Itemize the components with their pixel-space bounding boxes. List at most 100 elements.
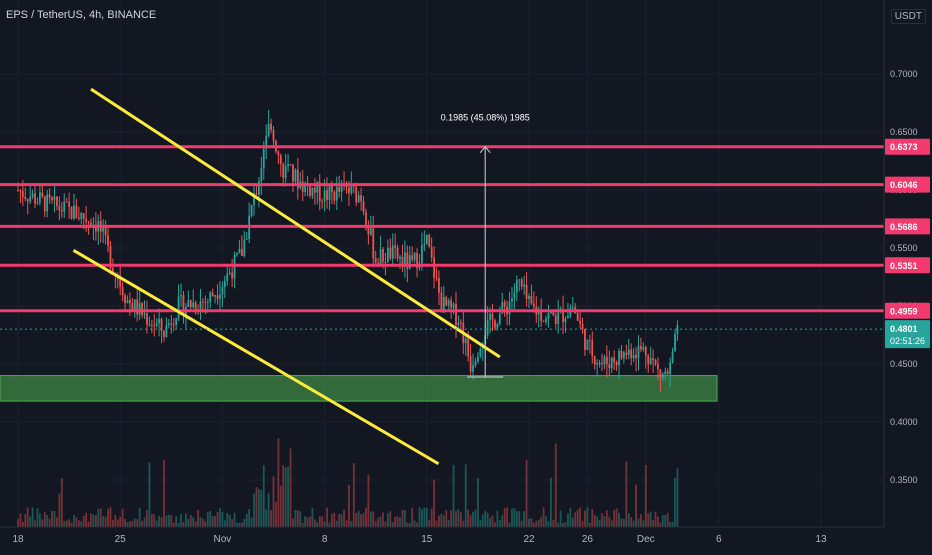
volume-bar [394, 516, 397, 527]
candle-body [357, 195, 360, 203]
candle-body [586, 340, 589, 350]
volume-bar [306, 517, 309, 527]
channel-line-lower[interactable] [72, 249, 440, 466]
volume-bar [265, 509, 268, 527]
volume-bar [498, 520, 501, 527]
channel-line-upper[interactable] [90, 87, 501, 359]
candle-body [593, 356, 596, 365]
volume-bar [250, 517, 253, 527]
price-tick-label: 0.3500 [890, 475, 918, 485]
candle-body [567, 315, 569, 319]
volume-bar [87, 521, 90, 527]
volume-bar [82, 515, 85, 527]
volume-bar [474, 509, 477, 527]
candle-body [494, 320, 496, 328]
volume-bar [442, 515, 445, 527]
currency-badge[interactable]: USDT [890, 9, 926, 24]
volume-bar [642, 520, 645, 527]
volume-bar [503, 508, 506, 527]
volume-bar [406, 522, 409, 527]
volume-bar [384, 521, 387, 527]
candle-body [41, 192, 44, 197]
candle-body [401, 256, 404, 266]
candle-body [554, 315, 557, 324]
candle-body [348, 187, 350, 193]
volume-bar [309, 516, 311, 527]
candle-body [450, 300, 453, 308]
volume-bar [270, 510, 272, 527]
volume-bar [21, 521, 24, 527]
candle-body [292, 164, 294, 182]
current-price-tag[interactable] [885, 320, 930, 349]
volume-bar [357, 510, 360, 527]
candle-body [206, 301, 209, 303]
volume-bar [301, 522, 304, 527]
volume-bar [659, 522, 662, 527]
volume-bar [138, 507, 141, 527]
symbol-title[interactable]: EPS / TetherUS, 4h, BINANCE [6, 9, 157, 21]
candle-body [550, 311, 552, 314]
volume-bar [644, 464, 647, 527]
volume-bar [304, 516, 307, 527]
volume-bar [41, 519, 44, 527]
level-price-tag[interactable] [885, 218, 930, 235]
candle-body [496, 324, 499, 328]
volume-bar [457, 508, 460, 527]
candle-body [625, 352, 628, 356]
volume-bar [413, 520, 416, 527]
volume-bar [240, 522, 243, 527]
volume-bar [362, 513, 365, 527]
volume-bar [102, 515, 105, 527]
volume-bar [661, 515, 664, 527]
volume-bar [649, 511, 652, 527]
candle-body [267, 123, 270, 137]
volume-bar [379, 516, 382, 527]
candle-body [503, 302, 506, 307]
volume-bar [455, 510, 457, 527]
candle-body [486, 319, 489, 336]
volume-bar [126, 522, 129, 527]
volume-bar [464, 464, 467, 527]
candle-body [192, 302, 195, 308]
volume-bar [343, 509, 345, 527]
volume-bar [372, 511, 375, 527]
volume-bar [586, 507, 589, 527]
volume-bar [331, 513, 333, 527]
measure-arrow-icon [479, 145, 491, 154]
candle-body [258, 181, 260, 195]
candle-body [406, 252, 409, 269]
candle-body [382, 249, 384, 262]
candle-body [399, 256, 401, 259]
support-zone[interactable] [0, 375, 718, 402]
volume-bar [603, 515, 606, 527]
candle-body [158, 318, 161, 324]
volume-bar [421, 509, 423, 527]
volume-bar [537, 519, 540, 527]
candle-body [209, 292, 212, 302]
candle-body [608, 364, 611, 369]
volume-bar [321, 516, 324, 527]
candle-body [642, 347, 645, 350]
volume-bar [545, 516, 547, 527]
level-price-tag[interactable] [885, 302, 930, 319]
volume-bar [652, 520, 654, 527]
candle-body [146, 313, 148, 325]
volume-bar [345, 520, 348, 527]
level-price-tag[interactable] [885, 176, 930, 193]
volume-bar [620, 518, 623, 527]
volume-bar [520, 521, 523, 527]
volume-bar [53, 511, 56, 527]
candle-body [564, 318, 567, 322]
volume-bar [262, 465, 265, 527]
candle-body [644, 347, 647, 356]
level-price-tag[interactable] [885, 138, 930, 155]
volume-bar [608, 516, 611, 527]
price-axis [884, 0, 932, 550]
candle-body [545, 318, 547, 322]
volume-bar [63, 520, 66, 527]
level-price-tag[interactable] [885, 257, 930, 274]
candle-body [39, 192, 41, 203]
